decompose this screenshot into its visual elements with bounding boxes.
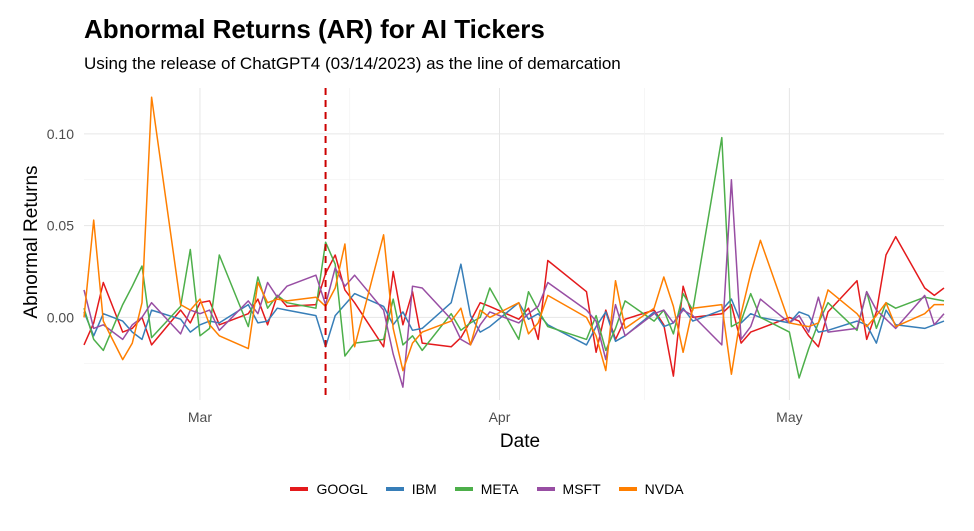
legend-item: GOOGL [290,481,367,497]
legend-label: MSFT [563,481,601,497]
y-axis-title: Abnormal Returns [21,165,42,318]
legend-item: NVDA [619,481,684,497]
x-tick-label: May [776,409,802,425]
legend-key [386,487,404,491]
x-axis-title: Date [500,431,540,452]
legend-key [619,487,637,491]
legend-key [290,487,308,491]
legend-key [455,487,473,491]
x-tick-label: Apr [489,409,511,425]
y-tick-label: 0.00 [47,309,74,325]
legend-label: GOOGL [316,481,367,497]
legend-key [537,487,555,491]
series-line-msft [84,180,944,387]
legend-label: NVDA [645,481,684,497]
series-lines [84,97,944,387]
x-tick-label: Mar [188,409,212,425]
legend-item: IBM [386,481,437,497]
legend-label: IBM [412,481,437,497]
legend-label: META [481,481,519,497]
grid [84,88,944,400]
y-tick-label: 0.05 [47,218,74,234]
y-tick-label: 0.10 [47,126,74,142]
legend-item: MSFT [537,481,601,497]
legend-item: META [455,481,519,497]
axis-ticks: 0.00 0.05 0.10 Mar Apr May [47,126,803,425]
legend: GOOGL IBM META MSFT NVDA [0,481,974,497]
